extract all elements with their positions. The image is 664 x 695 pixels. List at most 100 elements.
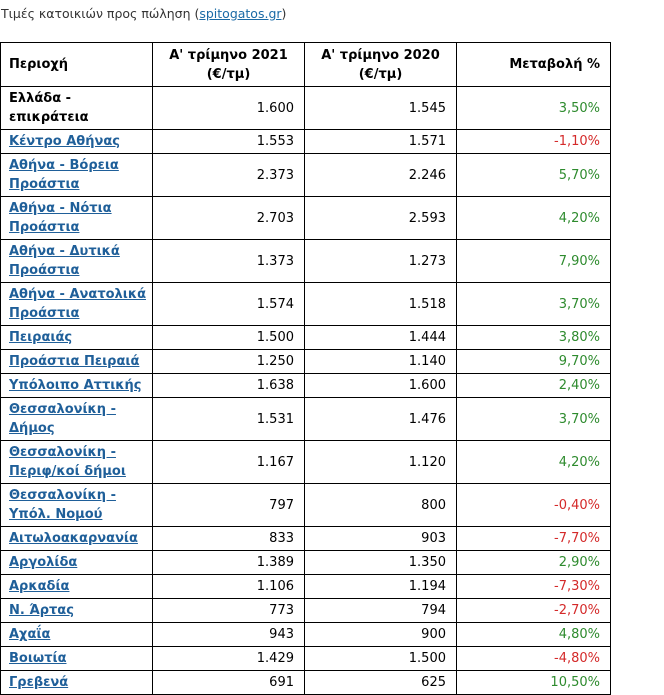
price-2021-cell: 1.106 bbox=[152, 574, 305, 599]
region-cell: Αθήνα - Δυτικά Προάστια bbox=[0, 239, 153, 283]
region-link[interactable]: Κέντρο Αθήνας bbox=[9, 134, 120, 149]
change-cell: 2,40% bbox=[456, 373, 611, 398]
price-2021-cell: 1.250 bbox=[152, 349, 305, 374]
price-2020-cell: 2.593 bbox=[304, 196, 457, 240]
price-2020-cell: 1.476 bbox=[304, 397, 457, 441]
change-cell: 7,90% bbox=[456, 239, 611, 283]
price-2020-cell: 1.500 bbox=[304, 646, 457, 671]
table-row: Προάστια Πειραιά 1.250 1.140 9,70% bbox=[0, 349, 611, 374]
region-link[interactable]: Προάστια Πειραιά bbox=[9, 354, 140, 369]
price-2021-cell: 2.703 bbox=[152, 196, 305, 240]
table-row: Πειραιάς 1.500 1.444 3,80% bbox=[0, 325, 611, 350]
region-cell: Αργολίδα bbox=[0, 550, 153, 575]
region-cell: Ν. Άρτας bbox=[0, 598, 153, 623]
price-2021-cell: 1.600 bbox=[152, 86, 305, 130]
price-2020-cell: 800 bbox=[304, 483, 457, 527]
region-link[interactable]: Αθήνα - Νότια Προάστια bbox=[9, 201, 112, 235]
change-cell: -0,40% bbox=[456, 483, 611, 527]
table-row: Αθήνα - Νότια Προάστια 2.703 2.593 4,20% bbox=[0, 196, 611, 240]
header-row: Περιοχή Α' τρίμηνο 2021 (€/τμ) Α' τρίμην… bbox=[0, 42, 611, 87]
region-link[interactable]: Αιτωλοακαρνανία bbox=[9, 531, 138, 546]
price-2020-cell: 1.273 bbox=[304, 239, 457, 283]
price-2021-cell: 1.553 bbox=[152, 129, 305, 154]
price-2021-cell: 1.389 bbox=[152, 550, 305, 575]
header-region: Περιοχή bbox=[0, 42, 153, 87]
table-row: Αρκαδία 1.106 1.194 -7,30% bbox=[0, 574, 611, 599]
price-2020-cell: 1.518 bbox=[304, 282, 457, 326]
price-table: Περιοχή Α' τρίμηνο 2021 (€/τμ) Α' τρίμην… bbox=[0, 42, 611, 695]
price-2021-cell: 1.531 bbox=[152, 397, 305, 441]
change-cell: 10,50% bbox=[456, 670, 611, 695]
price-2020-cell: 1.600 bbox=[304, 373, 457, 398]
table-row: Αργολίδα 1.389 1.350 2,90% bbox=[0, 550, 611, 575]
region-cell: Υπόλοιπο Αττικής bbox=[0, 373, 153, 398]
price-2021-cell: 833 bbox=[152, 526, 305, 551]
region-cell: Θεσσαλονίκη - Περιφ/κοί δήμοι bbox=[0, 440, 153, 484]
change-cell: -1,10% bbox=[456, 129, 611, 154]
region-link[interactable]: Υπόλοιπο Αττικής bbox=[9, 378, 142, 393]
price-2020-cell: 900 bbox=[304, 622, 457, 647]
price-2021-cell: 1.500 bbox=[152, 325, 305, 350]
region-link[interactable]: Αθήνα - Δυτικά Προάστια bbox=[9, 244, 120, 278]
region-link[interactable]: Αθήνα - Ανατολικά Προάστια bbox=[9, 287, 147, 321]
price-2020-cell: 625 bbox=[304, 670, 457, 695]
change-cell: -2,70% bbox=[456, 598, 611, 623]
table-row: Γρεβενά 691 625 10,50% bbox=[0, 670, 611, 695]
price-2020-cell: 1.120 bbox=[304, 440, 457, 484]
table-row: Αθήνα - Βόρεια Προάστια 2.373 2.246 5,70% bbox=[0, 153, 611, 197]
price-2020-cell: 1.545 bbox=[304, 86, 457, 130]
table-row: Αθήνα - Ανατολικά Προάστια 1.574 1.518 3,70… bbox=[0, 282, 611, 326]
header-q2021: Α' τρίμηνο 2021 (€/τμ) bbox=[152, 42, 305, 87]
region-link[interactable]: Πειραιάς bbox=[9, 330, 73, 345]
region-link[interactable]: Θεσσαλονίκη - Δήμος bbox=[9, 402, 116, 436]
table-row: Θεσσαλονίκη - Περιφ/κοί δήμοι 1.167 1.120 4… bbox=[0, 440, 611, 484]
region-link[interactable]: Ν. Άρτας bbox=[9, 603, 74, 618]
price-2021-cell: 773 bbox=[152, 598, 305, 623]
region-cell: Πειραιάς bbox=[0, 325, 153, 350]
region-link[interactable]: Θεσσαλονίκη - Υπόλ. Νομού bbox=[9, 488, 116, 522]
region-link[interactable]: Αργολίδα bbox=[9, 555, 78, 570]
region-cell: Αιτωλοακαρνανία bbox=[0, 526, 153, 551]
source-link[interactable]: spitogatos.gr bbox=[199, 6, 282, 21]
change-cell: -4,80% bbox=[456, 646, 611, 671]
price-2020-cell: 1.140 bbox=[304, 349, 457, 374]
region-link[interactable]: Αχαΐα bbox=[9, 627, 51, 642]
region-cell: Θεσσαλονίκη - Υπόλ. Νομού bbox=[0, 483, 153, 527]
price-2021-cell: 943 bbox=[152, 622, 305, 647]
region-cell: Βοιωτία bbox=[0, 646, 153, 671]
table-caption: Τιμές κατοικιών προς πώληση (spitogatos.… bbox=[1, 6, 286, 21]
price-2020-cell: 1.571 bbox=[304, 129, 457, 154]
region-link[interactable]: Γρεβενά bbox=[9, 675, 69, 690]
table-row: Θεσσαλονίκη - Υπόλ. Νομού 797 800 -0,40% bbox=[0, 483, 611, 527]
price-2021-cell: 1.574 bbox=[152, 282, 305, 326]
change-cell: 3,70% bbox=[456, 397, 611, 441]
price-2020-cell: 1.350 bbox=[304, 550, 457, 575]
region-link[interactable]: Αρκαδία bbox=[9, 579, 70, 594]
region-link[interactable]: Θεσσαλονίκη - Περιφ/κοί δήμοι bbox=[9, 445, 126, 479]
table-row: Αχαΐα 943 900 4,80% bbox=[0, 622, 611, 647]
region-link[interactable]: Αθήνα - Βόρεια Προάστια bbox=[9, 158, 119, 192]
price-2020-cell: 1.444 bbox=[304, 325, 457, 350]
change-cell: 4,20% bbox=[456, 440, 611, 484]
header-change: Μεταβολή % bbox=[456, 42, 611, 87]
region-cell: Αρκαδία bbox=[0, 574, 153, 599]
table-row: Θεσσαλονίκη - Δήμος 1.531 1.476 3,70% bbox=[0, 397, 611, 441]
price-2021-cell: 1.167 bbox=[152, 440, 305, 484]
region-link[interactable]: Βοιωτία bbox=[9, 651, 67, 666]
region-cell: Αθήνα - Βόρεια Προάστια bbox=[0, 153, 153, 197]
caption-prefix: Τιμές κατοικιών προς πώληση ( bbox=[1, 6, 200, 21]
region-cell: Αθήνα - Νότια Προάστια bbox=[0, 196, 153, 240]
table-row: Αιτωλοακαρνανία 833 903 -7,70% bbox=[0, 526, 611, 551]
region-cell: Ελλάδα - επικράτεια bbox=[0, 86, 153, 130]
change-cell: 4,20% bbox=[456, 196, 611, 240]
table-row: Κέντρο Αθήνας 1.553 1.571 -1,10% bbox=[0, 129, 611, 154]
region-cell: Κέντρο Αθήνας bbox=[0, 129, 153, 154]
region-label: Ελλάδα - επικράτεια bbox=[9, 91, 89, 125]
change-cell: 9,70% bbox=[456, 349, 611, 374]
change-cell: -7,70% bbox=[456, 526, 611, 551]
region-cell: Αθήνα - Ανατολικά Προάστια bbox=[0, 282, 153, 326]
change-cell: 2,90% bbox=[456, 550, 611, 575]
table-row: Υπόλοιπο Αττικής 1.638 1.600 2,40% bbox=[0, 373, 611, 398]
table-row: Βοιωτία 1.429 1.500 -4,80% bbox=[0, 646, 611, 671]
table-row: Ελλάδα - επικράτεια 1.600 1.545 3,50% bbox=[0, 86, 611, 130]
